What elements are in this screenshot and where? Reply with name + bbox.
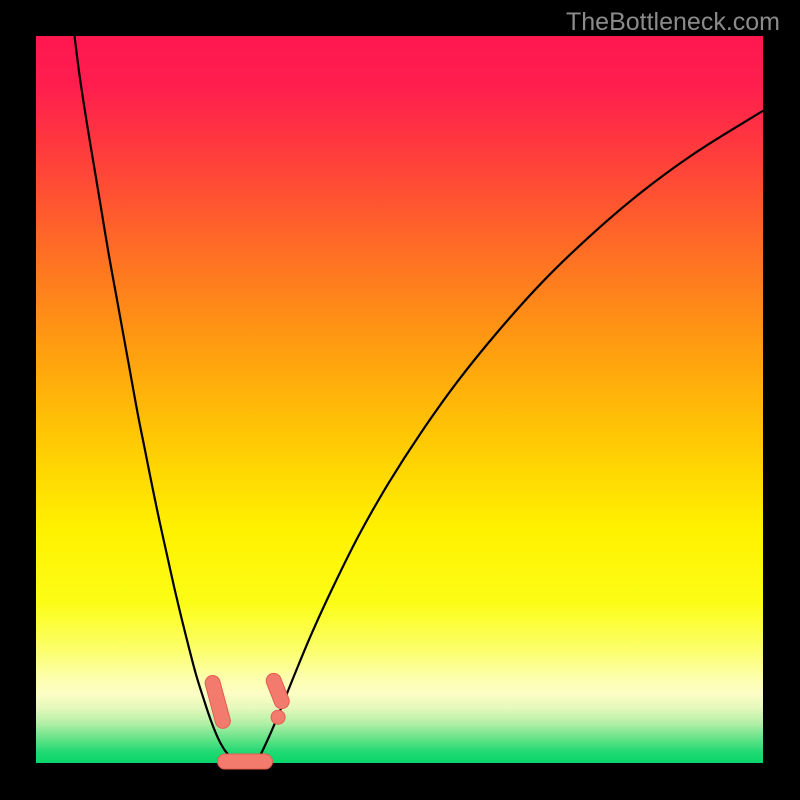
pill-top-left bbox=[213, 683, 223, 721]
pill-top-right bbox=[274, 681, 282, 701]
bottleneck-chart bbox=[0, 0, 800, 800]
chart-stage: TheBottleneck.com bbox=[0, 0, 800, 800]
watermark-text: TheBottleneck.com bbox=[566, 8, 780, 37]
plot-background bbox=[36, 36, 763, 763]
